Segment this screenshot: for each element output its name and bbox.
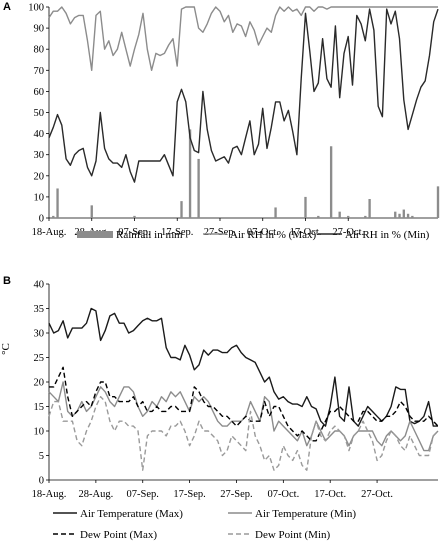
rainfall-bar	[180, 201, 183, 218]
y-tick-label: 30	[34, 329, 45, 340]
x-tick-label: 07-Oct.	[267, 489, 299, 500]
y-tick-label: 25	[34, 353, 45, 364]
legend-item: Air RH in % (Max)	[203, 229, 316, 241]
panel-a-label: A	[3, 1, 11, 13]
y-tick-label: 40	[34, 280, 45, 291]
y-tick-label: 100	[28, 3, 44, 14]
series-1	[48, 381, 439, 452]
legend-item: Air RH in % (Min)	[318, 229, 430, 241]
series-2	[49, 366, 439, 442]
series-line	[48, 8, 439, 183]
rainfall-bar	[329, 146, 333, 218]
rainfall-bar	[52, 215, 55, 218]
panel-b-plot: 0 5 10 15 20 25 30 35 40 18-Aug. 28-Aug. 07-Sep. 17-…	[32, 280, 439, 541]
y-tick-label: 15	[34, 402, 45, 413]
y-tick-label: 20	[34, 378, 45, 389]
y-tick-label: 35	[34, 304, 45, 315]
series-3	[48, 396, 439, 471]
x-tick-label: 17-Oct.	[290, 227, 322, 238]
legend-label: Dew Point (Min)	[255, 529, 331, 541]
y-tick-label: 30	[34, 150, 45, 161]
rainfall-bar	[274, 207, 277, 218]
x-tick-label: 18-Aug.	[32, 227, 67, 238]
x-tick-label: 27-Oct.	[332, 227, 364, 238]
x-tick-label: 17-Sep.	[161, 227, 193, 238]
y-tick-label: 80	[34, 45, 45, 56]
x-tick-label: 17-Sep.	[173, 489, 205, 500]
series-line	[48, 6, 438, 72]
rainfall-bar	[304, 196, 307, 218]
rainfall-bar	[188, 129, 192, 218]
panel-a-plot: 010203040506070809010018-Aug.28-Aug.07-S…	[28, 3, 440, 241]
rainfall-bar	[364, 215, 367, 218]
series-0	[48, 307, 438, 427]
x-tick-label: 07-Sep.	[118, 227, 150, 238]
legend-label: Air RH in % (Min)	[345, 229, 430, 241]
legend-item: Air Temperature (Min)	[228, 508, 356, 520]
x-tick-label: 18-Aug.	[32, 489, 67, 500]
legend-item: Dew Point (Max)	[53, 529, 157, 541]
legend-label: Air RH in % (Max)	[230, 229, 316, 241]
series-line	[48, 307, 438, 427]
rainfall-bar	[197, 158, 200, 218]
y-tick-label: 10	[34, 427, 45, 438]
y-tick-label: 0	[39, 214, 44, 225]
rainfall-bar	[411, 215, 414, 218]
y-tick-label: 90	[34, 24, 45, 35]
rainfall-bar	[347, 215, 350, 218]
rainfall-bar	[406, 213, 410, 218]
legend-item: Dew Point (Min)	[228, 529, 331, 541]
y-tick-label: 70	[34, 66, 45, 77]
y-tick-label: 5	[39, 451, 44, 462]
legend-item: Rainfall in mm	[77, 229, 183, 241]
rainfall-bar	[394, 211, 397, 218]
x-tick-label: 07-Sep.	[127, 489, 159, 500]
rainfall-bar	[368, 199, 371, 218]
series-2	[48, 8, 439, 183]
rainfall-bar	[398, 213, 401, 218]
rainfall-bar	[338, 211, 341, 218]
legend-swatch	[77, 231, 113, 238]
legend-label: Rainfall in mm	[116, 229, 183, 241]
rainfall-bar	[133, 215, 136, 218]
rainfall-bar	[90, 205, 93, 218]
x-tick-label: 27-Oct.	[361, 489, 393, 500]
legend-label: Air Temperature (Max)	[80, 508, 183, 520]
rainfall-bar	[317, 215, 320, 218]
y-tick-label: 60	[34, 87, 45, 98]
y-tick-label: 0	[39, 476, 44, 487]
legend-item: Air Temperature (Max)	[53, 508, 183, 520]
x-tick-label: 17-Oct.	[314, 489, 346, 500]
series-line	[49, 366, 439, 442]
legend-label: Air Temperature (Min)	[255, 508, 356, 520]
panel-b-label: B	[3, 275, 11, 287]
series-line	[48, 396, 439, 471]
x-tick-label: 28-Aug.	[79, 489, 114, 500]
rainfall-bar	[402, 209, 405, 218]
rainfall-bar	[436, 186, 440, 218]
panel-b-ylabel: °C	[0, 343, 12, 355]
x-tick-label: 07-Oct.	[247, 227, 279, 238]
series-1	[48, 6, 438, 72]
series-0	[52, 129, 440, 218]
x-tick-label: 27-Sep.	[204, 227, 236, 238]
y-tick-label: 50	[34, 108, 45, 119]
y-tick-label: 10	[34, 192, 45, 203]
rainfall-bar	[56, 188, 59, 218]
y-tick-label: 40	[34, 129, 45, 140]
y-tick-label: 20	[34, 171, 45, 182]
series-line	[48, 381, 439, 452]
x-tick-label: 27-Sep.	[220, 489, 252, 500]
legend-label: Dew Point (Max)	[80, 529, 157, 541]
